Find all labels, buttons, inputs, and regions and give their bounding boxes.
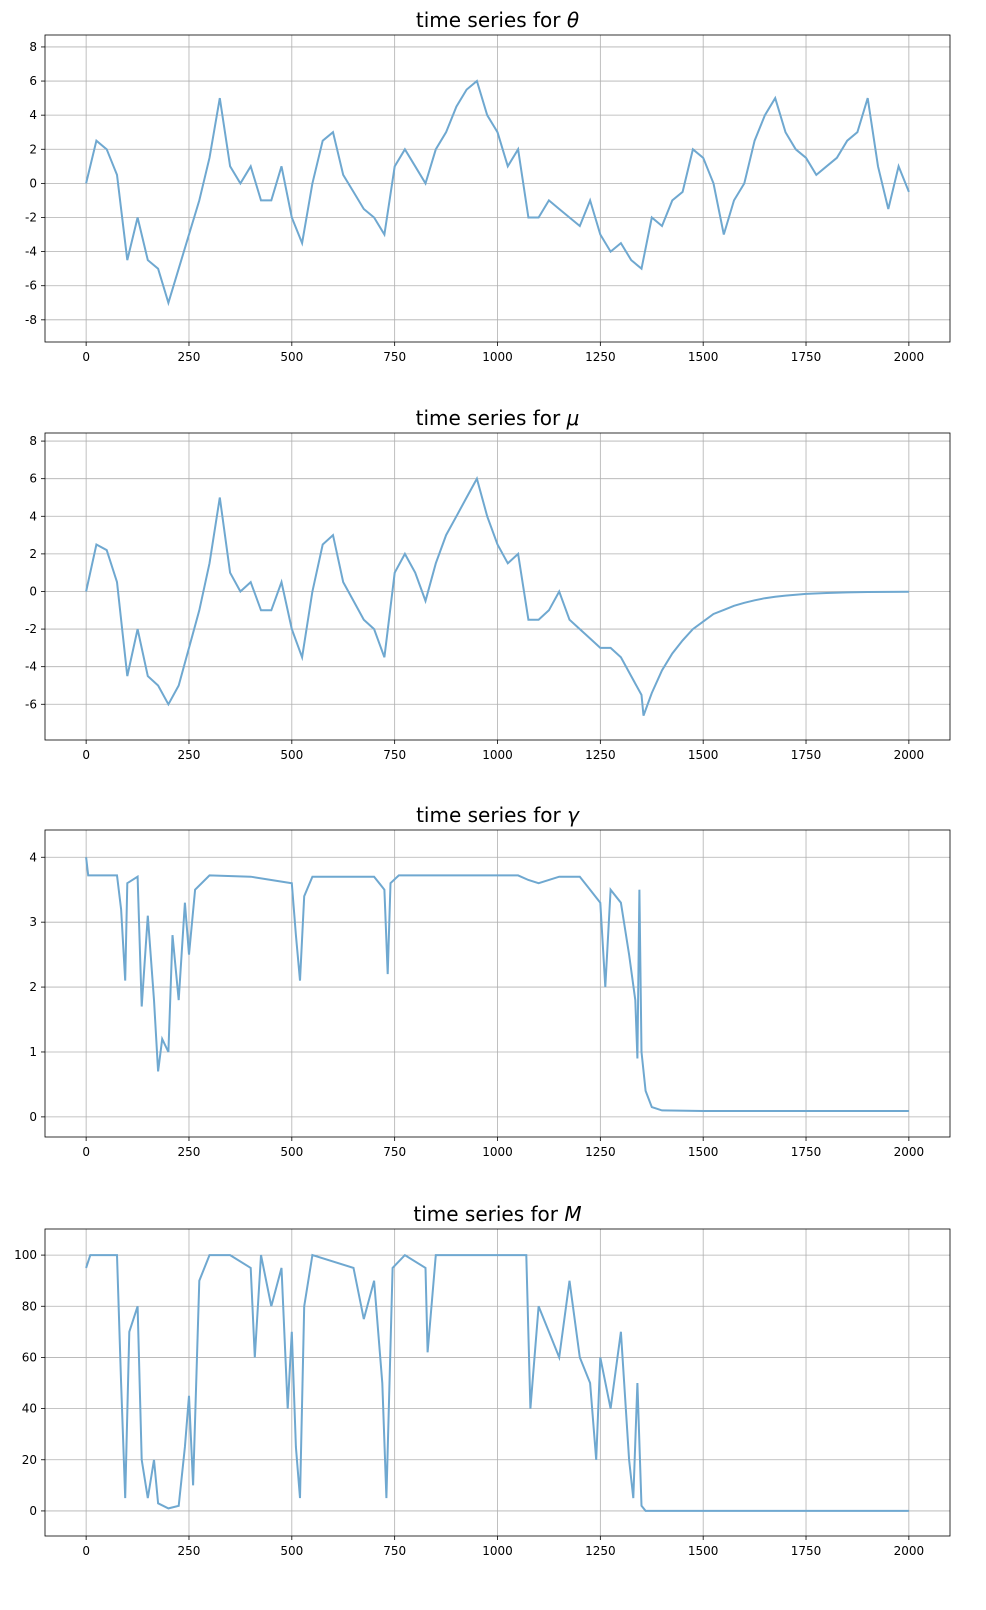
x-tick-label: 2000 (894, 1145, 925, 1159)
x-tick-label: 1500 (688, 1145, 719, 1159)
x-tick-label: 1500 (688, 350, 719, 364)
x-tick-label: 1750 (791, 1145, 822, 1159)
subplot-title: time series for μ (416, 406, 580, 430)
subplot-1: 0 250 500 750 1000 1250 1500 1750 2000 -8 -6 -4 -2 0 2… (25, 8, 951, 364)
series-line (85, 857, 909, 1112)
y-tick-label: 0 (29, 1110, 37, 1124)
y-tick-label: 60 (22, 1350, 37, 1364)
y-tick-label: 0 (29, 584, 37, 598)
x-tick-label: 1750 (791, 350, 822, 364)
y-tick-label: -4 (25, 660, 37, 674)
x-tick-label: 250 (178, 748, 201, 762)
y-tick-label: 0 (29, 1504, 37, 1518)
x-tick-label: 1250 (585, 350, 616, 364)
series-line (85, 1253, 909, 1512)
title-symbol: μ (566, 406, 580, 430)
x-tick-label: 2000 (894, 1544, 925, 1558)
x-tick-label: 1750 (791, 748, 822, 762)
x-tick-label: 1000 (482, 1145, 513, 1159)
y-tick-label: 0 (29, 176, 37, 190)
x-tick-label: 1750 (791, 1544, 822, 1558)
x-tick-label: 750 (383, 350, 406, 364)
x-tick-label: 750 (383, 748, 406, 762)
series-line (85, 476, 909, 716)
x-tick-label: 750 (383, 1145, 406, 1159)
y-tick-label: 8 (29, 40, 37, 54)
subplot-title: time series for M (413, 1202, 581, 1226)
y-tick-label: 2 (29, 142, 37, 156)
y-tick-label: 2 (29, 547, 37, 561)
x-tick-label: 1250 (585, 1544, 616, 1558)
title-text: time series for (416, 406, 567, 430)
y-tick-label: 100 (14, 1248, 37, 1262)
y-tick-label: 4 (29, 509, 37, 523)
subplot-3: 0 250 500 750 1000 1250 1500 1750 2000 0 1 2 3 4 time … (29, 803, 951, 1159)
title-symbol: θ (567, 8, 579, 32)
y-tick-label: 4 (29, 108, 37, 122)
x-tick-label: 250 (178, 350, 201, 364)
title-text: time series for (413, 1202, 564, 1226)
title-text: time series for (416, 8, 567, 32)
y-tick-label: 8 (29, 434, 37, 448)
x-tick-label: 1500 (688, 1544, 719, 1558)
y-tick-label: -4 (25, 245, 37, 259)
y-tick-label: 4 (29, 850, 37, 864)
subplot-title: time series for θ (416, 8, 579, 32)
y-tick-label: 40 (22, 1402, 37, 1416)
axes-frame (44, 432, 951, 741)
y-tick-label: 2 (29, 980, 37, 994)
series-line (85, 79, 910, 307)
x-tick-label: 0 (82, 350, 90, 364)
x-tick-label: 1000 (482, 1544, 513, 1558)
y-tick-label: -2 (25, 210, 37, 224)
title-symbol: γ (567, 803, 580, 827)
y-tick-label: 6 (29, 74, 37, 88)
x-tick-label: 500 (280, 1544, 303, 1558)
y-tick-label: -6 (25, 279, 37, 293)
y-tick-label: -8 (25, 313, 37, 327)
x-tick-label: 1500 (688, 748, 719, 762)
x-tick-label: 0 (82, 748, 90, 762)
axes-frame (44, 829, 951, 1138)
x-tick-label: 2000 (894, 350, 925, 364)
subplot-4: 0 250 500 750 1000 1250 1500 1750 2000 0 20 40 60 80 1… (14, 1202, 951, 1558)
y-tick-label: -6 (25, 697, 37, 711)
x-tick-label: 500 (280, 350, 303, 364)
title-text: time series for (416, 803, 567, 827)
y-tick-label: 1 (29, 1045, 37, 1059)
x-tick-label: 750 (383, 1544, 406, 1558)
x-tick-label: 2000 (894, 748, 925, 762)
y-tick-label: 3 (29, 915, 37, 929)
axes-frame (44, 34, 951, 343)
y-tick-label: 80 (22, 1299, 37, 1313)
x-tick-label: 0 (82, 1544, 90, 1558)
x-tick-label: 250 (178, 1145, 201, 1159)
x-tick-label: 1250 (585, 748, 616, 762)
subplot-2: 0 250 500 750 1000 1250 1500 1750 2000 -6 -4 -2 0 2 4 6… (25, 406, 951, 762)
title-symbol: M (564, 1202, 581, 1226)
x-tick-label: 1000 (482, 350, 513, 364)
x-tick-label: 500 (280, 1145, 303, 1159)
x-tick-label: 250 (178, 1544, 201, 1558)
x-tick-label: 1250 (585, 1145, 616, 1159)
y-tick-label: 20 (22, 1453, 37, 1467)
subplot-title: time series for γ (416, 803, 580, 827)
x-tick-label: 1000 (482, 748, 513, 762)
y-tick-label: -2 (25, 622, 37, 636)
axes-frame (44, 1228, 951, 1537)
y-tick-label: 6 (29, 472, 37, 486)
x-tick-label: 0 (82, 1145, 90, 1159)
x-tick-label: 500 (280, 748, 303, 762)
